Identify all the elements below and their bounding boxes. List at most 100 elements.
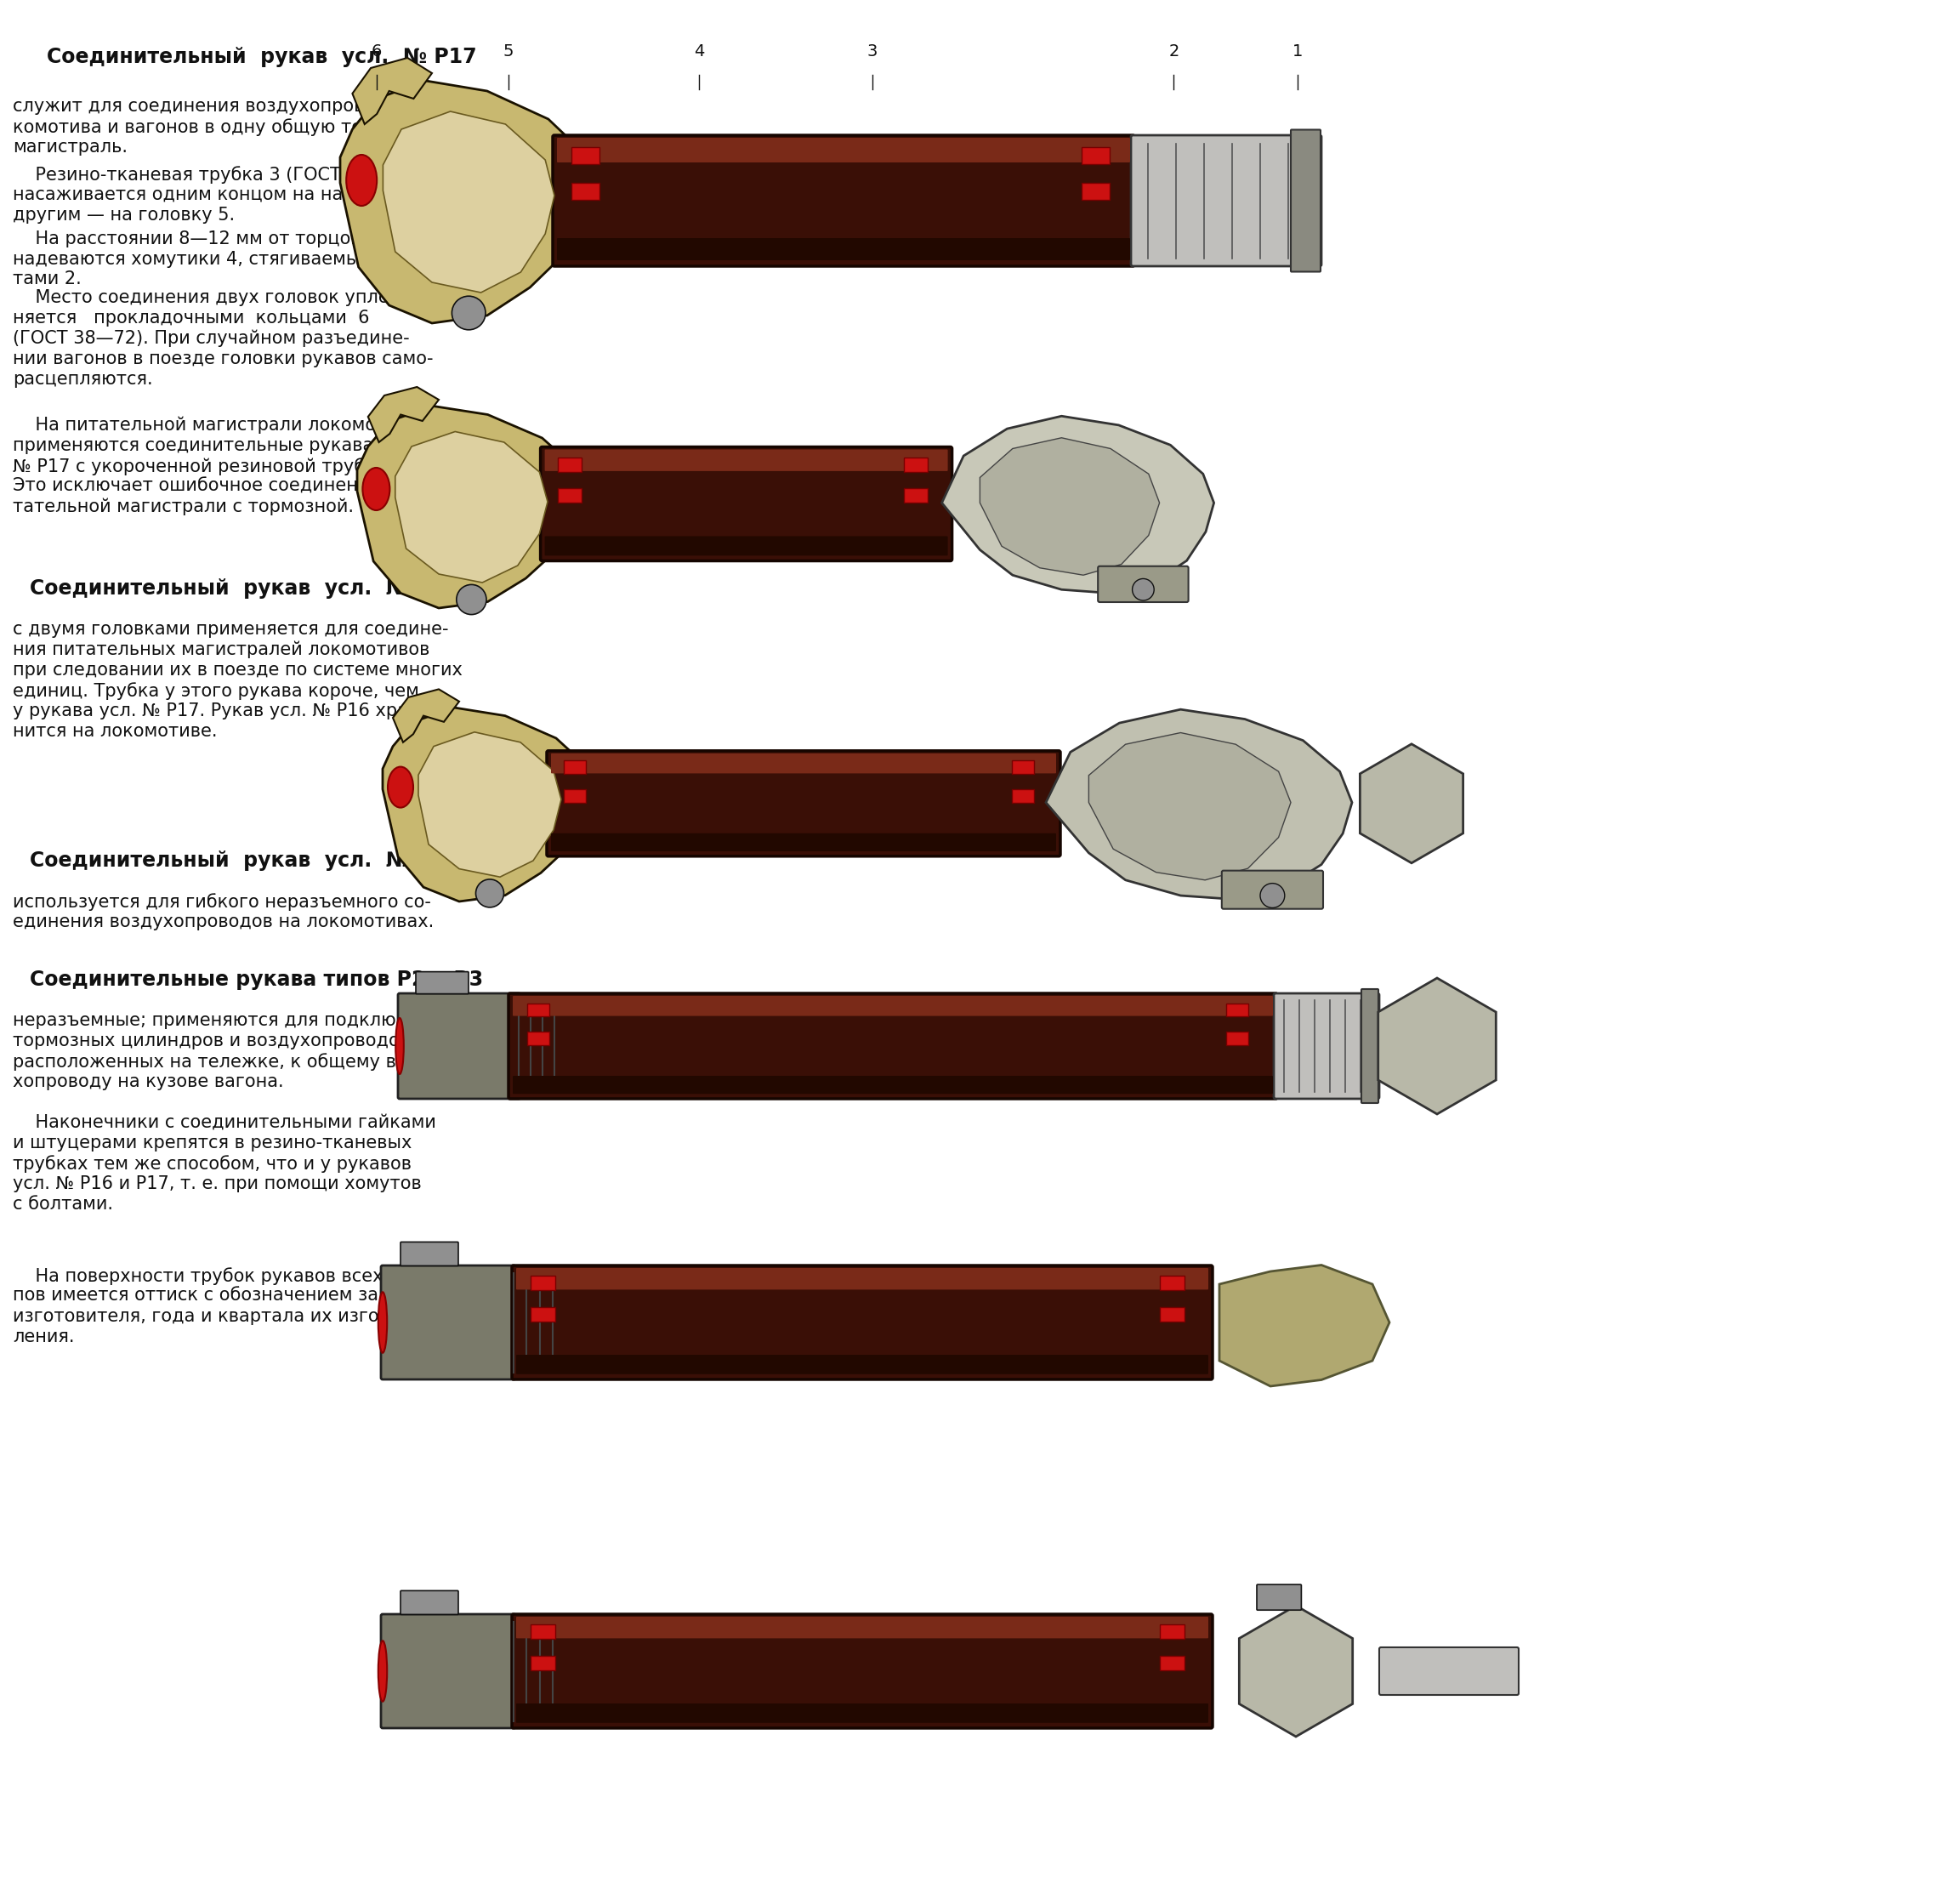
FancyBboxPatch shape xyxy=(514,995,1272,1016)
Circle shape xyxy=(1133,580,1154,600)
FancyBboxPatch shape xyxy=(380,1614,515,1728)
FancyBboxPatch shape xyxy=(1011,789,1035,802)
Circle shape xyxy=(476,880,504,908)
Text: пов имеется оттиск с обозначением завода-: пов имеется оттиск с обозначением завода… xyxy=(14,1288,429,1305)
FancyBboxPatch shape xyxy=(1227,1003,1249,1016)
Polygon shape xyxy=(1047,710,1352,899)
Polygon shape xyxy=(1378,978,1495,1114)
FancyBboxPatch shape xyxy=(1082,147,1109,164)
Polygon shape xyxy=(357,406,588,608)
FancyBboxPatch shape xyxy=(527,1003,549,1016)
Text: у рукава усл. № Р17. Рукав усл. № Р16 хра-: у рукава усл. № Р17. Рукав усл. № Р16 хр… xyxy=(14,702,414,719)
Text: тами 2.: тами 2. xyxy=(14,270,82,287)
FancyBboxPatch shape xyxy=(416,972,468,993)
FancyBboxPatch shape xyxy=(398,993,521,1099)
Text: 2: 2 xyxy=(1168,43,1180,60)
Text: другим — на головку 5.: другим — на головку 5. xyxy=(14,206,235,223)
Text: усл. № Р16 и Р17, т. е. при помощи хомутов: усл. № Р16 и Р17, т. е. при помощи хомут… xyxy=(14,1176,421,1193)
FancyBboxPatch shape xyxy=(547,751,1060,857)
FancyBboxPatch shape xyxy=(1380,1648,1519,1695)
FancyBboxPatch shape xyxy=(531,1656,555,1671)
Ellipse shape xyxy=(347,155,376,206)
Text: 5: 5 xyxy=(504,43,514,60)
FancyBboxPatch shape xyxy=(1011,761,1035,774)
FancyBboxPatch shape xyxy=(1160,1626,1184,1639)
Text: трубках тем же способом, что и у рукавов: трубках тем же способом, что и у рукавов xyxy=(14,1155,412,1172)
Polygon shape xyxy=(382,111,555,293)
Text: 3: 3 xyxy=(866,43,878,60)
Polygon shape xyxy=(980,438,1160,576)
Ellipse shape xyxy=(378,1291,386,1354)
Text: надеваются хомутики 4, стягиваемые бол-: надеваются хомутики 4, стягиваемые бол- xyxy=(14,249,416,268)
FancyBboxPatch shape xyxy=(551,833,1056,851)
FancyBboxPatch shape xyxy=(527,1031,549,1046)
FancyBboxPatch shape xyxy=(400,1592,459,1614)
Polygon shape xyxy=(1360,744,1462,863)
FancyBboxPatch shape xyxy=(904,489,927,502)
Text: Соединительный  рукав  усл.  № Р17: Соединительный рукав усл. № Р17 xyxy=(47,47,476,68)
FancyBboxPatch shape xyxy=(904,457,927,472)
Text: с болтами.: с болтами. xyxy=(14,1195,114,1212)
Text: На питательной магистрали локомотивов: На питательной магистрали локомотивов xyxy=(14,417,429,434)
Text: Наконечники с соединительными гайками: Наконечники с соединительными гайками xyxy=(14,1114,437,1131)
Polygon shape xyxy=(382,708,600,901)
Text: изготовителя, года и квартала их изготов-: изготовителя, года и квартала их изготов… xyxy=(14,1308,417,1325)
Text: 6: 6 xyxy=(372,43,382,60)
FancyBboxPatch shape xyxy=(1256,1584,1301,1610)
Text: 4: 4 xyxy=(694,43,704,60)
Text: (ГОСТ 38—72). При случайном разъедине-: (ГОСТ 38—72). При случайном разъедине- xyxy=(14,330,410,347)
FancyBboxPatch shape xyxy=(557,457,582,472)
FancyBboxPatch shape xyxy=(531,1626,555,1639)
Text: Это исключает ошибочное соединение пи-: Это исключает ошибочное соединение пи- xyxy=(14,478,416,495)
Polygon shape xyxy=(1088,733,1292,880)
Text: Место соединения двух головок уплот-: Место соединения двух головок уплот- xyxy=(14,289,406,306)
Text: расцепляются.: расцепляются. xyxy=(14,370,153,387)
Circle shape xyxy=(453,296,486,330)
Text: и штуцерами крепятся в резино-тканевых: и штуцерами крепятся в резино-тканевых xyxy=(14,1135,412,1152)
FancyBboxPatch shape xyxy=(564,761,586,774)
Polygon shape xyxy=(1219,1265,1390,1386)
Ellipse shape xyxy=(388,767,414,808)
FancyBboxPatch shape xyxy=(541,447,953,561)
FancyBboxPatch shape xyxy=(545,536,949,555)
FancyBboxPatch shape xyxy=(1221,870,1323,908)
Text: Соединительный  рукав  усл.  № Р16: Соединительный рукав усл. № Р16 xyxy=(29,578,461,598)
Polygon shape xyxy=(396,432,547,583)
Ellipse shape xyxy=(396,1018,404,1074)
FancyBboxPatch shape xyxy=(512,1614,1213,1728)
Text: служит для соединения воздухопроводов ло-: служит для соединения воздухопроводов ло… xyxy=(14,98,443,115)
Text: применяются соединительные рукава усл.: применяются соединительные рукава усл. xyxy=(14,438,416,455)
Text: ления.: ления. xyxy=(14,1329,74,1346)
Text: неразъемные; применяются для подключения: неразъемные; применяются для подключения xyxy=(14,1012,451,1029)
FancyBboxPatch shape xyxy=(531,1306,555,1322)
FancyBboxPatch shape xyxy=(515,1356,1207,1374)
Text: ния питательных магистралей локомотивов: ния питательных магистралей локомотивов xyxy=(14,642,429,659)
FancyBboxPatch shape xyxy=(1160,1656,1184,1671)
FancyBboxPatch shape xyxy=(1362,989,1378,1103)
Text: 1: 1 xyxy=(1292,43,1303,60)
FancyBboxPatch shape xyxy=(557,489,582,502)
Circle shape xyxy=(457,585,486,614)
Polygon shape xyxy=(417,733,561,878)
FancyBboxPatch shape xyxy=(508,993,1278,1099)
Text: Соединительный  рукав  усл.  № Р15: Соединительный рукав усл. № Р15 xyxy=(29,850,461,870)
FancyBboxPatch shape xyxy=(551,753,1056,774)
FancyBboxPatch shape xyxy=(514,1076,1272,1093)
Polygon shape xyxy=(392,689,459,742)
FancyBboxPatch shape xyxy=(557,238,1131,261)
Text: На поверхности трубок рукавов всех ти-: На поверхности трубок рукавов всех ти- xyxy=(14,1267,417,1286)
FancyBboxPatch shape xyxy=(515,1269,1207,1290)
Text: единиц. Трубка у этого рукава короче, чем: единиц. Трубка у этого рукава короче, че… xyxy=(14,682,419,700)
Text: единения воздухопроводов на локомотивах.: единения воздухопроводов на локомотивах. xyxy=(14,914,433,931)
Polygon shape xyxy=(368,387,439,442)
FancyBboxPatch shape xyxy=(512,1265,1213,1380)
FancyBboxPatch shape xyxy=(531,1276,555,1290)
FancyBboxPatch shape xyxy=(564,789,586,802)
Polygon shape xyxy=(353,59,431,125)
FancyBboxPatch shape xyxy=(1160,1276,1184,1290)
Polygon shape xyxy=(341,81,600,323)
FancyBboxPatch shape xyxy=(1227,1031,1249,1046)
Circle shape xyxy=(1260,884,1284,908)
FancyBboxPatch shape xyxy=(557,138,1131,162)
Text: насаживается одним концом на наконечник 1,: насаживается одним концом на наконечник … xyxy=(14,187,455,204)
